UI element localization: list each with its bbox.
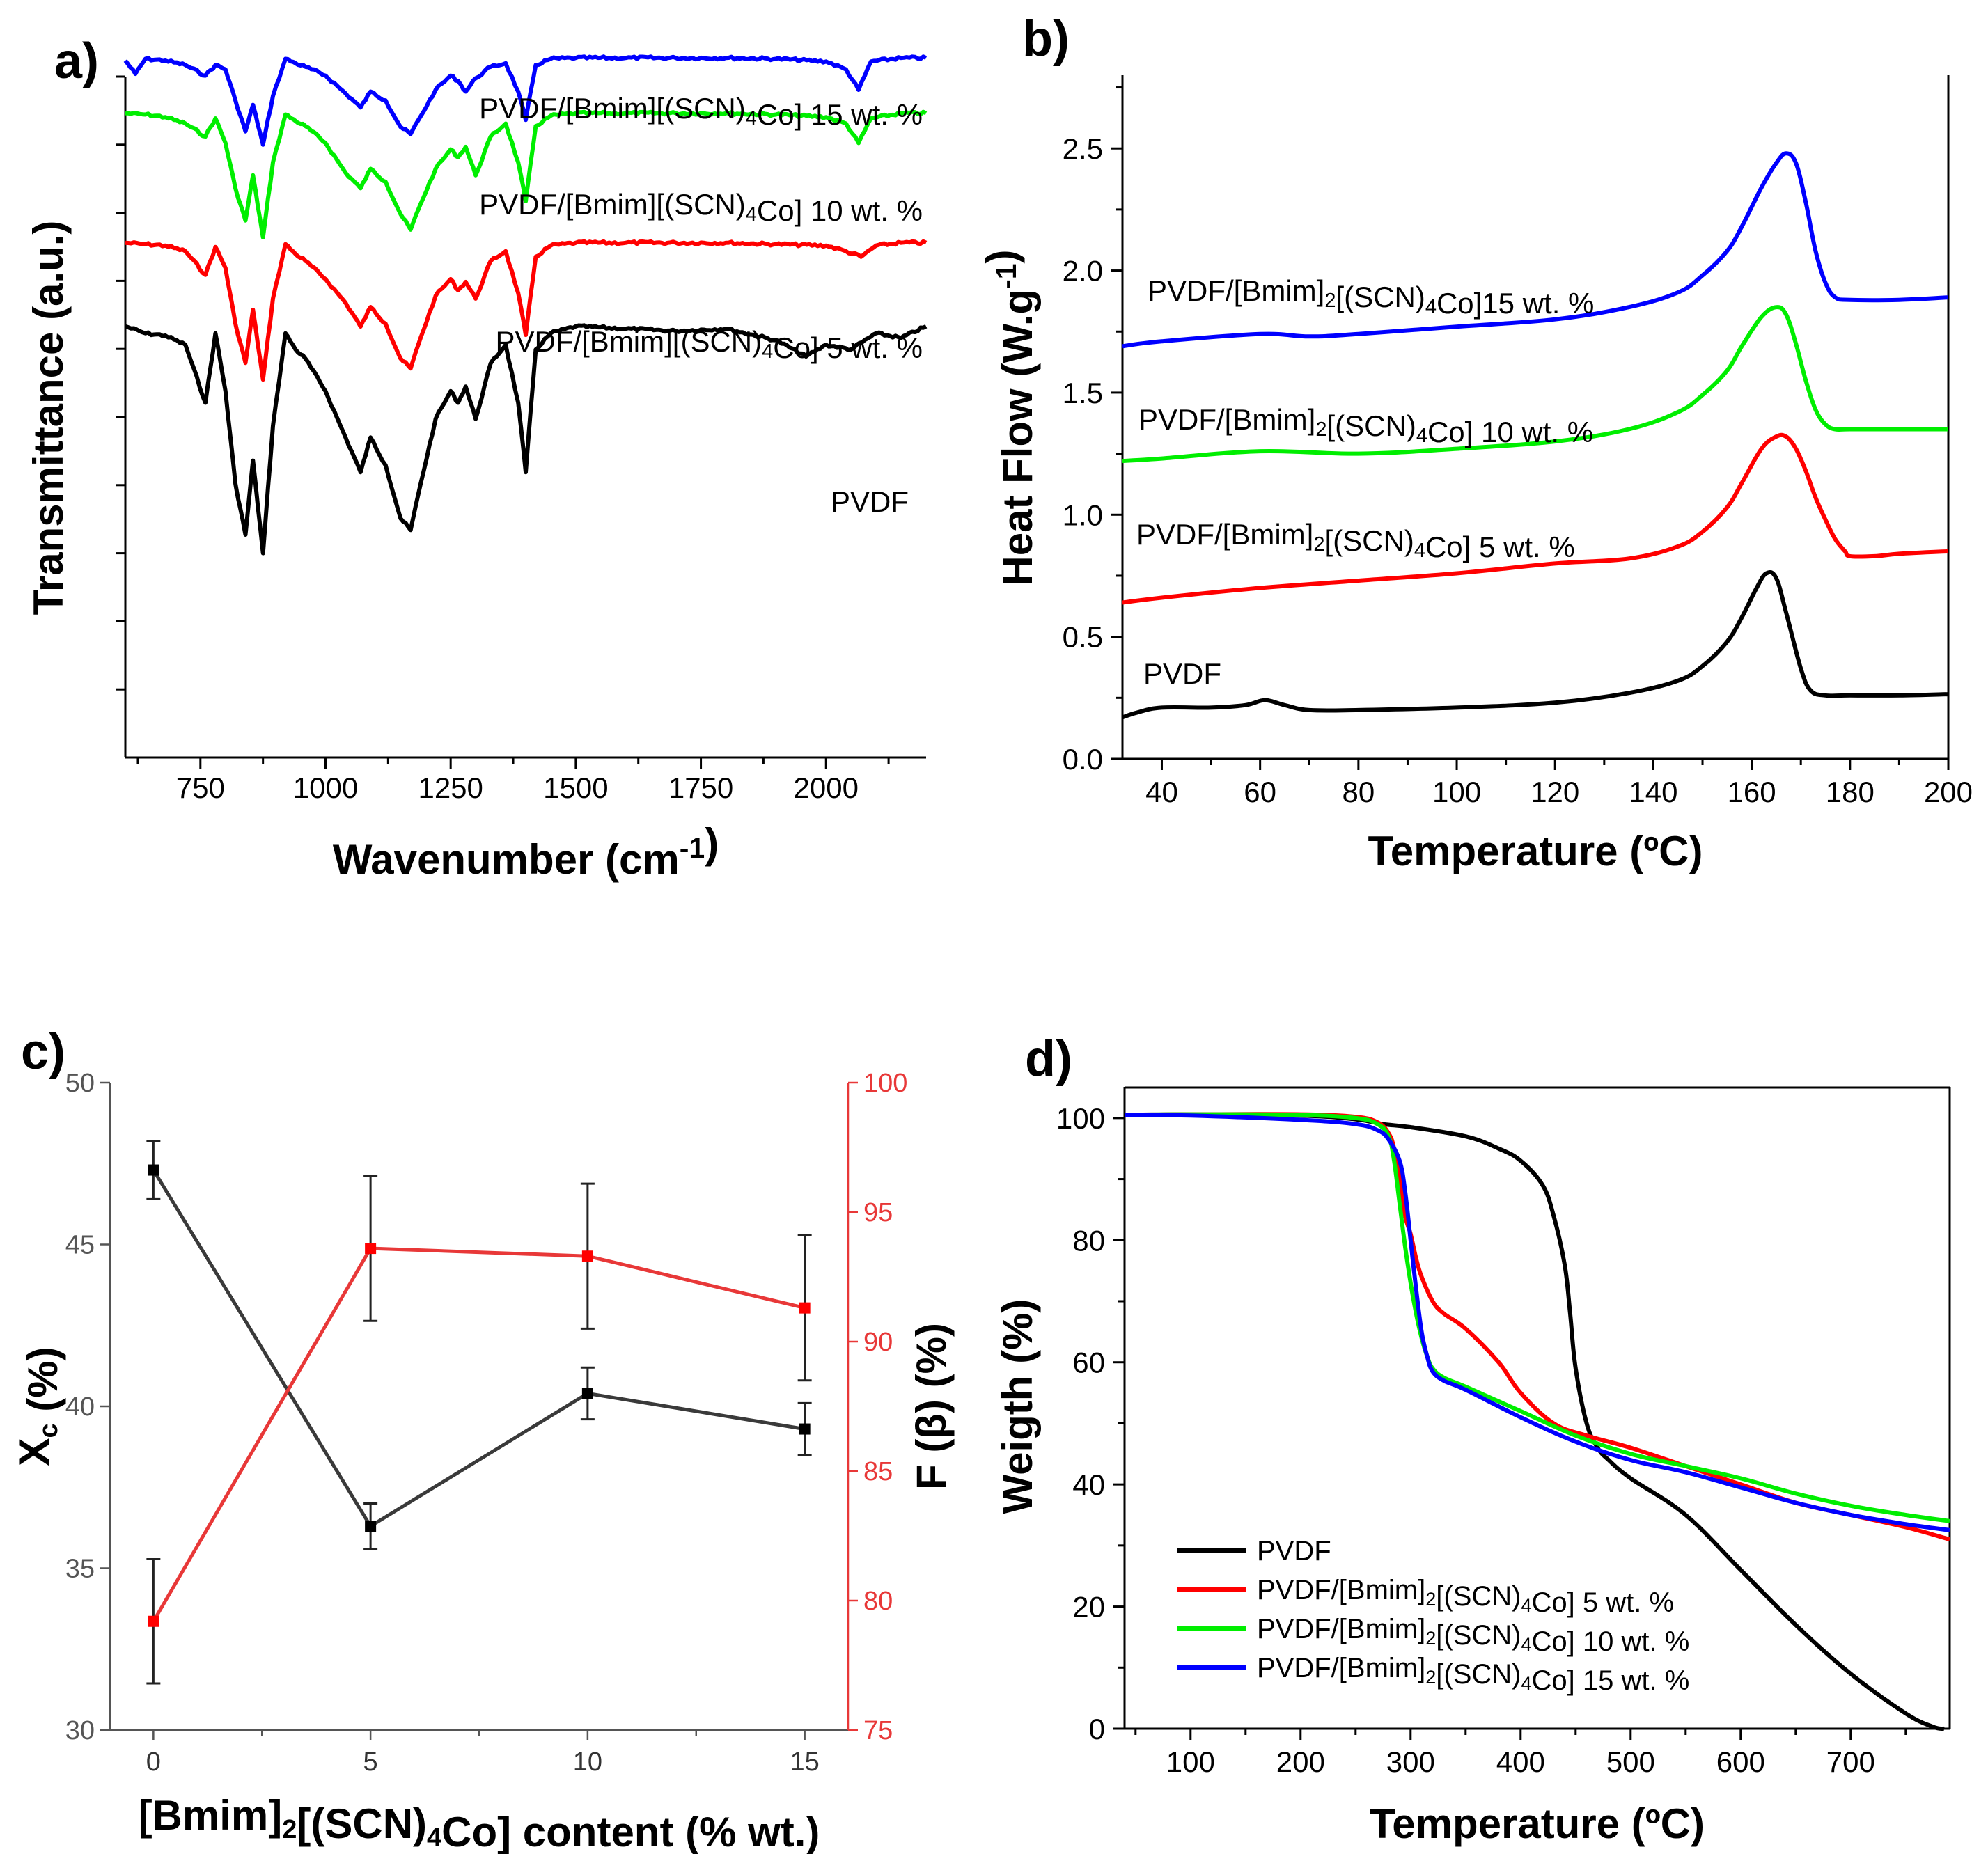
d-ytick-label: 80	[1072, 1224, 1105, 1257]
a-annotation: PVDF/[Bmim][(SCN)4Co] 15 wt. %	[479, 92, 923, 131]
b-ytick-label: 2.0	[1063, 255, 1103, 288]
b-ytick-label: 1.0	[1063, 498, 1103, 531]
a-xtick-label: 1500	[543, 771, 608, 804]
b-xtick-label: 80	[1342, 776, 1375, 808]
a-xtick-label: 1250	[418, 771, 483, 804]
b-ytick-label: 2.5	[1063, 132, 1103, 165]
d-xtick-label: 100	[1166, 1745, 1215, 1778]
c-point-right	[365, 1243, 377, 1255]
c-xtick-label: 15	[790, 1747, 820, 1777]
a-annotation: PVDF/[Bmim][(SCN)4Co] 5 wt. %	[495, 325, 923, 364]
b-xtick-label: 60	[1244, 776, 1276, 808]
c-series-line-left	[152, 1169, 806, 1529]
d-ytick-label: 100	[1056, 1102, 1105, 1135]
panel-a: a) 750 1000 1250 1500 1750 2000 Wavenumber (cm-…	[25, 33, 928, 883]
a-xtick-label: 750	[176, 771, 225, 804]
c-y2label: F (β) (%)	[908, 1323, 955, 1490]
a-series-green	[125, 109, 928, 239]
b-annotation: PVDF	[1143, 657, 1221, 690]
c-point-right	[148, 1615, 159, 1627]
c-ytick-label: 45	[65, 1231, 95, 1260]
d-ytick-label: 60	[1072, 1346, 1105, 1379]
d-ytick-label: 40	[1072, 1468, 1105, 1501]
d-xtick-label: 200	[1276, 1745, 1325, 1778]
c-point-right	[581, 1250, 593, 1262]
b-ytick-label: 0.5	[1063, 621, 1103, 654]
c-xtick-label: 5	[363, 1747, 378, 1777]
b-series-black	[1121, 569, 1949, 720]
panel-c-label: c)	[21, 1024, 65, 1080]
d-xlabel: Temperature (ºC)	[1370, 1800, 1705, 1847]
c-ytick-label: 50	[65, 1069, 95, 1098]
d-xtick-label: 700	[1826, 1745, 1875, 1778]
c-ytick-label: 35	[65, 1555, 95, 1584]
b-ytick-label: 0.0	[1063, 743, 1103, 776]
c-point-left	[365, 1521, 377, 1532]
c-xtick-label: 0	[146, 1747, 161, 1777]
b-xtick-label: 140	[1629, 776, 1677, 808]
c-ytick-label: 30	[65, 1716, 95, 1745]
b-xtick-label: 40	[1145, 776, 1178, 808]
b-annotation: PVDF/[Bmim]2[(SCN)4Co] 5 wt. %	[1136, 518, 1575, 563]
c-point-left	[799, 1423, 811, 1435]
c-xlabel: [Bmim]2[(SCN)4Co] content (% wt.)	[139, 1792, 820, 1854]
c-y2tick-label: 85	[863, 1457, 893, 1486]
panel-b-label: b)	[1022, 11, 1070, 67]
d-legend-label: PVDF	[1257, 1536, 1331, 1566]
c-series-line-right	[152, 1246, 806, 1623]
a-series-black	[125, 323, 928, 556]
c-y2tick-label: 100	[863, 1069, 907, 1098]
d-legend-label: PVDF/[Bmim]2[(SCN)4Co] 10 wt. %	[1257, 1614, 1689, 1657]
a-series-blue	[123, 54, 928, 147]
b-xlabel: Temperature (ºC)	[1368, 828, 1703, 874]
c-y2tick-label: 95	[863, 1198, 893, 1227]
d-ytick-label: 0	[1089, 1713, 1105, 1745]
a-ylabel: Transmittance (a.u.)	[25, 221, 72, 615]
d-legend-label: PVDF/[Bmim]2[(SCN)4Co] 5 wt. %	[1257, 1575, 1674, 1618]
b-xtick-label: 160	[1728, 776, 1776, 808]
panel-d: d) 100 200 300 400 500 600 700 0 20 40 60 80 100 Tempe…	[994, 1031, 1951, 1847]
b-ylabel: Heat Flow (W.g-1)	[978, 249, 1041, 586]
a-xtick-label: 1000	[293, 771, 358, 804]
c-y2tick-label: 80	[863, 1587, 893, 1616]
a-xtick-label: 1750	[668, 771, 733, 804]
b-ytick-label: 1.5	[1063, 377, 1103, 409]
b-annotation: PVDF/[Bmim]2[(SCN)4Co]15 wt. %	[1148, 274, 1594, 320]
panel-d-label: d)	[1025, 1031, 1072, 1087]
b-xtick-label: 120	[1531, 776, 1579, 808]
d-xtick-label: 400	[1496, 1745, 1545, 1778]
b-annotation: PVDF/[Bmim]2[(SCN)4Co] 10 wt. %	[1138, 403, 1593, 448]
b-xtick-label: 180	[1826, 776, 1874, 808]
d-series-blue	[1124, 1113, 1950, 1532]
c-xtick-label: 10	[573, 1747, 602, 1777]
a-xlabel: Wavenumber (cm-1)	[333, 820, 719, 883]
a-series-red	[125, 239, 928, 382]
a-annotation: PVDF	[831, 485, 909, 518]
panel-a-label: a)	[54, 33, 99, 89]
b-series-green	[1122, 305, 1948, 464]
b-xtick-label: 200	[1924, 776, 1973, 808]
d-legend-label: PVDF/[Bmim]2[(SCN)4Co] 15 wt. %	[1257, 1653, 1689, 1696]
d-ylabel: Weigth (%)	[994, 1299, 1041, 1514]
panel-b: b) 40 60 80 100 120 140 160 180 200 0.0 0.5 1.0 1.5 2.…	[978, 11, 1973, 874]
panel-c: c) 0 5 10 15 30 35 40 45 50 75 80 85 90 95 100 [Bmim]2[(…	[11, 1024, 955, 1854]
c-y2tick-label: 90	[863, 1328, 893, 1357]
c-y2tick-label: 75	[863, 1716, 893, 1745]
d-xtick-label: 300	[1386, 1745, 1435, 1778]
c-point-left	[581, 1388, 593, 1399]
a-xtick-label: 2000	[794, 771, 859, 804]
d-ytick-label: 20	[1072, 1591, 1105, 1624]
d-xtick-label: 500	[1606, 1745, 1655, 1778]
b-series-blue	[1122, 151, 1949, 349]
c-point-right	[799, 1302, 811, 1314]
d-xtick-label: 600	[1716, 1745, 1765, 1778]
c-point-left	[148, 1164, 159, 1176]
c-ylabel: Xc (%)	[11, 1346, 66, 1466]
a-annotation: PVDF/[Bmim][(SCN)4Co] 10 wt. %	[479, 188, 923, 227]
b-xtick-label: 100	[1432, 776, 1481, 808]
c-ytick-label: 40	[65, 1392, 95, 1422]
b-series-red	[1122, 432, 1949, 605]
